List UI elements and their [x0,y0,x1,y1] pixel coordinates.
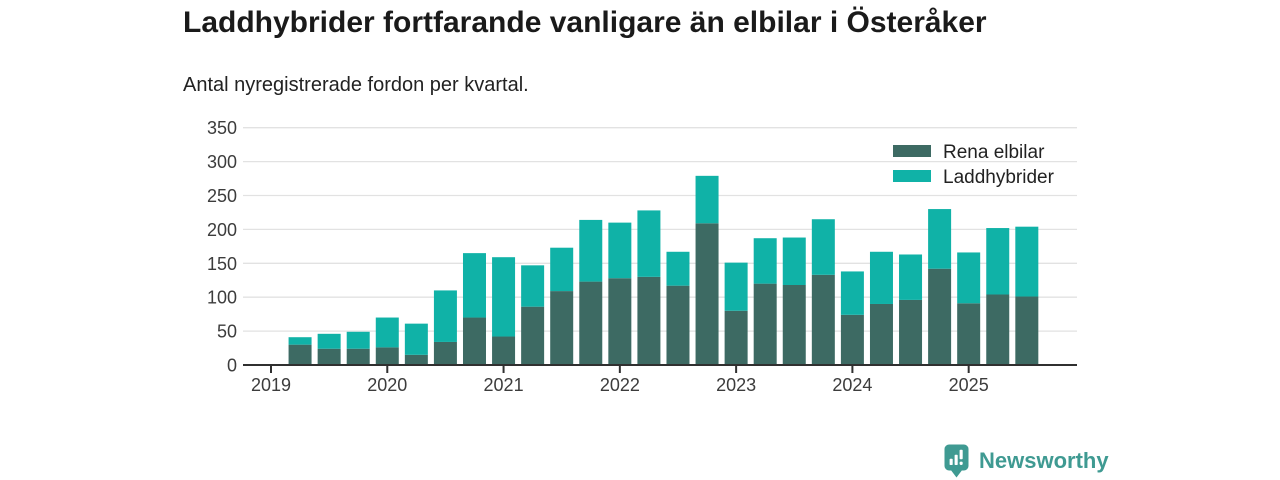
y-axis-labels: 0 50 100 150 200 250 300 350 [207,118,237,375]
bar-segment-laddhybrider [724,262,748,311]
bar-segment-rena-elbilar [608,278,632,365]
logo-bar-tall [954,454,958,465]
x-tick-label: 2023 [716,375,756,395]
bar-segment-rena-elbilar [986,294,1010,365]
bar-segment-rena-elbilar [579,281,603,365]
bar-segment-rena-elbilar [957,303,981,365]
bar-segment-laddhybrider [899,254,923,300]
bar-segment-rena-elbilar [1015,296,1039,365]
legend-swatch-laddhybrider [893,170,931,182]
brand-wordmark: Newsworthy [979,448,1109,473]
x-tick-label: 2022 [600,375,640,395]
page-title: Laddhybrider fortfarande vanligare än el… [183,6,987,39]
bar-segment-rena-elbilar [492,336,516,365]
bar-segment-rena-elbilar [928,268,952,365]
legend-label: Laddhybrider [943,167,1055,188]
legend: Rena elbilar Laddhybrider [893,142,1055,188]
bar-segment-rena-elbilar [782,284,806,365]
y-tick-label: 300 [207,152,237,172]
logo-exclamation-dot [959,461,963,465]
bar-segment-rena-elbilar [899,299,923,365]
bar-segment-laddhybrider [695,175,719,224]
bar-segment-laddhybrider [375,317,399,348]
newsworthy-bubble-icon [944,444,969,478]
bar-segment-laddhybrider [811,219,835,275]
bar-segment-laddhybrider [288,337,312,345]
chart-subtitle: Antal nyregistrerade fordon per kvartal. [183,74,529,96]
legend-label: Rena elbilar [943,142,1045,163]
bar-segment-rena-elbilar [724,310,748,365]
x-tick-label: 2024 [832,375,872,395]
bar-segment-laddhybrider [579,219,603,282]
bar-segment-rena-elbilar [288,344,312,365]
logo-bar-short [949,458,953,465]
bar-segment-rena-elbilar [375,347,399,365]
bar-segment-laddhybrider [404,323,428,355]
bar-segment-rena-elbilar [695,223,719,365]
y-tick-label: 100 [207,288,237,308]
bar-segment-laddhybrider [637,210,661,277]
bar-segment-laddhybrider [986,228,1010,295]
bar-segment-rena-elbilar [433,341,457,365]
bar-segment-laddhybrider [462,253,486,318]
bars [288,175,1039,365]
bar-segment-rena-elbilar [811,274,835,365]
bar-segment-laddhybrider [782,237,806,285]
bar-segment-laddhybrider [753,238,777,284]
y-tick-label: 50 [217,322,237,342]
bar-segment-laddhybrider [317,333,341,349]
bar-segment-rena-elbilar [550,291,574,365]
y-tick-label: 150 [207,254,237,274]
bar-segment-laddhybrider [840,271,864,315]
bar-segment-laddhybrider [928,209,952,269]
bar-segment-rena-elbilar [462,317,486,365]
bar-segment-rena-elbilar [869,303,893,365]
x-tick-label: 2021 [484,375,524,395]
y-tick-label: 250 [207,186,237,206]
x-axis [243,364,1077,373]
x-axis-labels: 2019 2020 2021 2022 2023 2024 2025 [251,375,989,395]
bar-segment-laddhybrider [346,331,370,349]
y-tick-label: 0 [227,356,237,376]
bar-segment-laddhybrider [492,257,516,337]
bar-segment-rena-elbilar [521,306,545,365]
bar-segment-laddhybrider [608,222,632,279]
bar-segment-rena-elbilar [346,348,370,365]
logo-exclamation-bar [959,449,963,460]
bar-segment-laddhybrider [666,251,690,286]
bar-segment-laddhybrider [433,290,457,342]
bar-segment-rena-elbilar [317,348,341,365]
y-tick-label: 200 [207,220,237,240]
newsworthy-logo: Newsworthy [944,444,1109,478]
bar-segment-rena-elbilar [404,354,428,365]
bar-segment-laddhybrider [869,251,893,304]
bar-segment-laddhybrider [957,252,981,304]
x-tick-label: 2020 [367,375,407,395]
bar-segment-rena-elbilar [637,276,661,365]
legend-swatch-rena-elbilar [893,145,931,157]
bar-segment-rena-elbilar [753,283,777,365]
bar-segment-rena-elbilar [666,285,690,365]
x-tick-label: 2019 [251,375,291,395]
x-tick-label: 2025 [949,375,989,395]
y-tick-label: 350 [207,118,237,138]
bar-segment-rena-elbilar [840,314,864,365]
bar-segment-laddhybrider [1015,226,1039,297]
bar-segment-laddhybrider [521,265,545,307]
bar-segment-laddhybrider [550,247,574,292]
